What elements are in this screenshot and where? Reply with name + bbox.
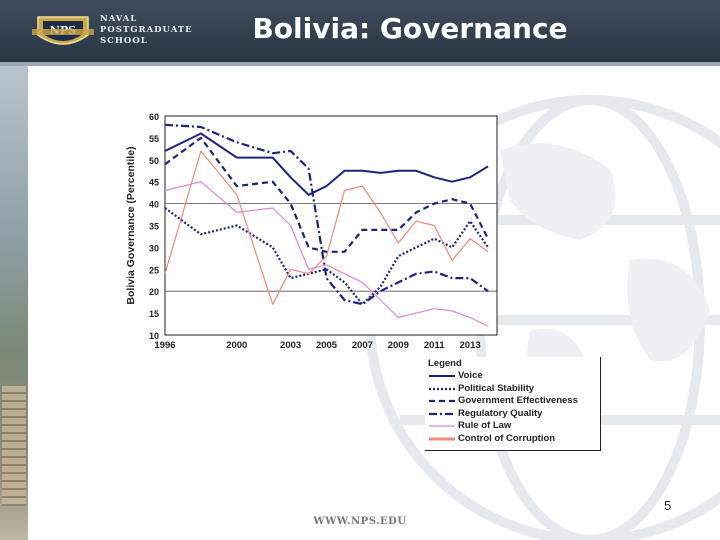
x-tick-label: 2011	[424, 340, 445, 351]
legend-label: Government Effectiveness	[458, 395, 578, 407]
legend-item: Political Stability	[428, 383, 603, 395]
legend-swatch	[429, 387, 455, 390]
slide-header: NPS NAVAL POSTGRADUATE SCHOOL Bolivia: G…	[0, 0, 720, 62]
x-tick-label: 2007	[352, 340, 373, 351]
x-tick-label: 1996	[154, 340, 175, 351]
slide-title: Bolivia: Governance	[252, 12, 568, 45]
y-tick-label: 20	[149, 287, 159, 297]
legend-item: Regulatory Quality	[428, 408, 603, 420]
legend-label: Rule of Law	[458, 420, 512, 432]
legend-item: Control of Corruption	[428, 433, 603, 445]
y-tick-label: 50	[149, 156, 159, 166]
legend-label: Political Stability	[458, 382, 535, 394]
nps-logo: NPS	[32, 16, 94, 45]
series-line-rule-of-law	[164, 181, 489, 327]
legend-swatch	[429, 412, 455, 415]
legend-title: Legend	[428, 358, 462, 369]
legend-label: Voice	[458, 370, 483, 381]
plot-area	[164, 115, 498, 336]
school-name-line: NAVAL	[100, 14, 138, 24]
legend-label: Regulatory Quality	[458, 407, 543, 419]
series-line-government-effectiveness	[164, 136, 489, 253]
campus-photo-strip	[0, 66, 28, 540]
y-tick-label: 40	[149, 200, 159, 210]
y-tick-label: 60	[149, 112, 159, 122]
y-tick-label: 30	[149, 243, 159, 253]
series-line-voice	[164, 132, 489, 196]
x-tick-label: 2003	[280, 340, 301, 351]
y-tick-label: 45	[149, 178, 159, 188]
series-line-control-of-corruption	[164, 150, 489, 305]
x-tick-label: 2000	[226, 340, 247, 351]
legend-item: Rule of Law	[428, 420, 603, 432]
y-tick-label: 10	[149, 331, 159, 341]
x-tick-label: 2013	[460, 340, 481, 351]
legend-swatch	[429, 425, 455, 427]
legend-item: Voice	[428, 370, 603, 382]
school-name-line: POSTGRADUATE	[100, 25, 193, 35]
footer-url: WWW.NPS.EDU	[313, 516, 407, 527]
header-divider	[0, 62, 720, 66]
y-tick-label: 35	[149, 222, 159, 232]
series-line-regulatory-quality	[164, 123, 489, 306]
building-image	[2, 386, 26, 506]
page-number: 5	[664, 498, 672, 513]
y-axis-label: Bolivia Governance (Percentile)	[125, 146, 137, 304]
legend-swatch	[429, 437, 455, 441]
school-name: NAVAL POSTGRADUATE SCHOOL	[100, 14, 193, 47]
legend-swatch	[429, 400, 455, 403]
legend-item: Government Effectiveness	[428, 395, 603, 407]
chart-legend: Legend Voice Political Stability Governmen…	[425, 357, 601, 451]
y-tick-label: 55	[149, 134, 159, 144]
y-tick-label: 25	[149, 265, 159, 275]
school-name-line: SCHOOL	[100, 36, 148, 46]
y-tick-label: 15	[149, 309, 159, 319]
legend-swatch	[429, 375, 455, 377]
x-tick-label: 2005	[316, 340, 338, 351]
legend-label: Control of Corruption	[458, 433, 556, 444]
x-tick-label: 2009	[388, 340, 409, 351]
